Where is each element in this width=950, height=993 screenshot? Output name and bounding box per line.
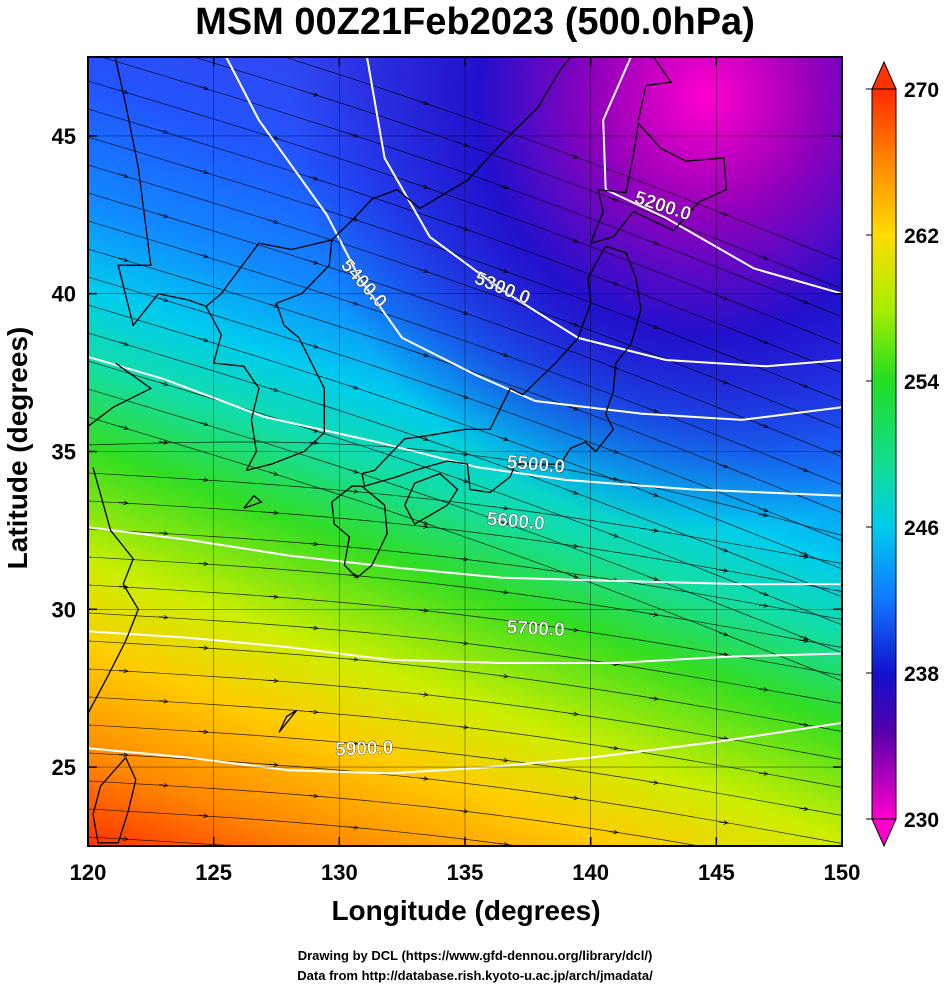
x-tick-label: 130 bbox=[321, 860, 358, 885]
colorbar: 270 262 254 246 238 230 bbox=[866, 60, 939, 848]
colorbar-label: 270 bbox=[904, 79, 939, 102]
y-tick-label: 45 bbox=[52, 124, 76, 149]
y-tick-label: 40 bbox=[52, 282, 76, 307]
colorbar-label: 262 bbox=[904, 225, 939, 248]
axis-ticks: 120 125 130 135 140 145 150 25 30 35 40 45 bbox=[52, 57, 861, 885]
y-tick-label: 25 bbox=[52, 755, 76, 780]
x-tick-label: 120 bbox=[70, 860, 107, 885]
x-tick-label: 135 bbox=[447, 860, 484, 885]
x-tick-label: 125 bbox=[195, 860, 232, 885]
colorbar-label: 254 bbox=[904, 371, 939, 394]
colorbar-max-triangle bbox=[871, 60, 897, 90]
colorbar-label: 230 bbox=[904, 809, 939, 832]
contour-label: 5700.0 bbox=[506, 617, 565, 641]
credit-data: Data from http://database.rish.kyoto-u.a… bbox=[297, 968, 653, 983]
height-contours bbox=[88, 57, 842, 775]
y-tick-label: 35 bbox=[52, 440, 76, 465]
x-tick-label: 150 bbox=[824, 860, 861, 885]
colorbar-min-triangle bbox=[871, 818, 897, 848]
x-tick-label: 140 bbox=[572, 860, 609, 885]
contour-label: 5600.0 bbox=[486, 509, 546, 535]
map-title: MSM 00Z21Feb2023 (500.0hPa) bbox=[195, 1, 755, 43]
x-axis-label: Longitude (degrees) bbox=[331, 895, 601, 926]
lat-lon-grid bbox=[88, 57, 842, 846]
contour-label: 5900.0 bbox=[335, 737, 394, 760]
temperature-field bbox=[88, 57, 842, 846]
wind-streamlines bbox=[88, 57, 842, 846]
contour-label: 5500.0 bbox=[506, 452, 566, 478]
colorbar-label: 246 bbox=[904, 517, 939, 540]
y-tick-label: 30 bbox=[52, 597, 76, 622]
colorbar-label: 238 bbox=[904, 663, 939, 686]
credit-dcl: Drawing by DCL (https://www.gfd-dennou.o… bbox=[297, 948, 653, 963]
coastline bbox=[88, 57, 728, 844]
x-tick-label: 145 bbox=[698, 860, 735, 885]
